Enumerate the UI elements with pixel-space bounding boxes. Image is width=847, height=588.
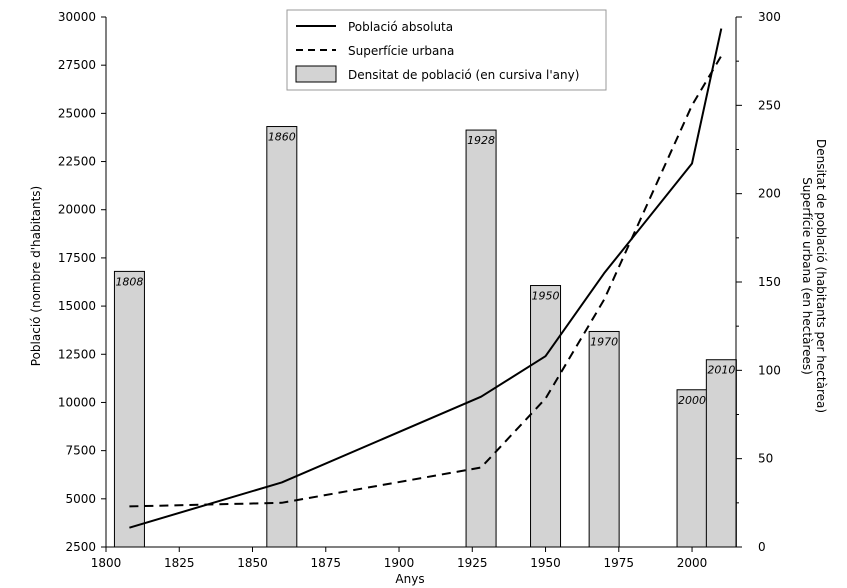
density-bar-1950 — [530, 285, 562, 548]
y-left-tick-label-25000: 25000 — [58, 106, 96, 120]
density-bar-1970 — [588, 330, 620, 548]
x-axis-title: Anys — [395, 572, 424, 586]
legend-box — [286, 9, 607, 91]
density-bar-1860 — [266, 126, 298, 548]
y-left-axis-title: Població (nombre d'habitants) — [29, 186, 43, 366]
legend: Població absoluta Superfície urbana Dens… — [286, 9, 607, 91]
y-left-tick-label-12500: 12500 — [58, 347, 96, 361]
y-right-tick-label-100: 100 — [758, 363, 781, 377]
density-bar-1928 — [465, 129, 497, 548]
y-left-tick-label-20000: 20000 — [58, 203, 96, 217]
x-tick-label-1850: 1850 — [237, 556, 268, 570]
y-right-tick-label-150: 150 — [758, 275, 781, 289]
legend-label-densitat: Densitat de població (en cursiva l'any) — [348, 68, 579, 82]
y-left-tick-label-2500: 2500 — [65, 540, 96, 554]
y-left-tick-label-30000: 30000 — [58, 10, 96, 24]
density-bar-label-1928: 1928 — [467, 134, 495, 147]
density-bar-2000 — [676, 389, 708, 548]
y-right-axis-title-line1: Superfície urbana (en hectàrees) — [800, 177, 814, 375]
y-right-tick-label-200: 200 — [758, 187, 781, 201]
y-right-axis-title-line2: Densitat de població (habitants per hect… — [814, 139, 828, 413]
y-right-tick-label-50: 50 — [758, 452, 773, 466]
y-left-tick-label-27500: 27500 — [58, 58, 96, 72]
y-left-tick-label-17500: 17500 — [58, 251, 96, 265]
lines-layer — [129, 28, 723, 529]
y-right-tick-label-0: 0 — [758, 540, 766, 554]
y-right-tick-label-250: 250 — [758, 98, 781, 112]
y-left-tick-label-10000: 10000 — [58, 395, 96, 409]
y-right-tick-label-300: 300 — [758, 10, 781, 24]
density-bar-2010 — [705, 359, 737, 548]
legend-label-poblacio: Població absoluta — [348, 20, 453, 34]
density-bar-1808 — [113, 270, 145, 548]
density-bar-label-1970: 1970 — [590, 335, 618, 348]
x-tick-label-1875: 1875 — [310, 556, 341, 570]
legend-bar-swatch — [295, 65, 337, 83]
x-tick-label-1900: 1900 — [384, 556, 415, 570]
y-left-tick-label-15000: 15000 — [58, 299, 96, 313]
y-left-tick-label-22500: 22500 — [58, 155, 96, 169]
density-bar-label-2010: 2010 — [707, 364, 735, 377]
bars-layer: 1808 1860 1928 1950 1970 2000 2010 — [113, 126, 737, 548]
x-tick-label-1925: 1925 — [457, 556, 488, 570]
poblacio-absoluta-line — [129, 28, 723, 529]
density-bar-label-1860: 1860 — [268, 131, 296, 144]
x-tick-label-1950: 1950 — [530, 556, 561, 570]
superficie-urbana-line — [129, 55, 723, 508]
x-tick-label-1975: 1975 — [604, 556, 635, 570]
axes-layer: 1800 1825 1850 1875 1900 1925 1950 1975 20002500… — [58, 10, 781, 570]
x-tick-label-1800: 1800 — [91, 556, 122, 570]
y-left-tick-label-7500: 7500 — [65, 444, 96, 458]
legend-label-superficie: Superfície urbana — [348, 44, 454, 58]
x-tick-label-1825: 1825 — [164, 556, 195, 570]
density-bar-label-1808: 1808 — [115, 275, 143, 288]
x-tick-label-2000: 2000 — [677, 556, 708, 570]
density-bar-label-2000: 2000 — [678, 394, 706, 407]
density-bar-label-1950: 1950 — [532, 290, 560, 303]
y-left-tick-label-5000: 5000 — [65, 492, 96, 506]
